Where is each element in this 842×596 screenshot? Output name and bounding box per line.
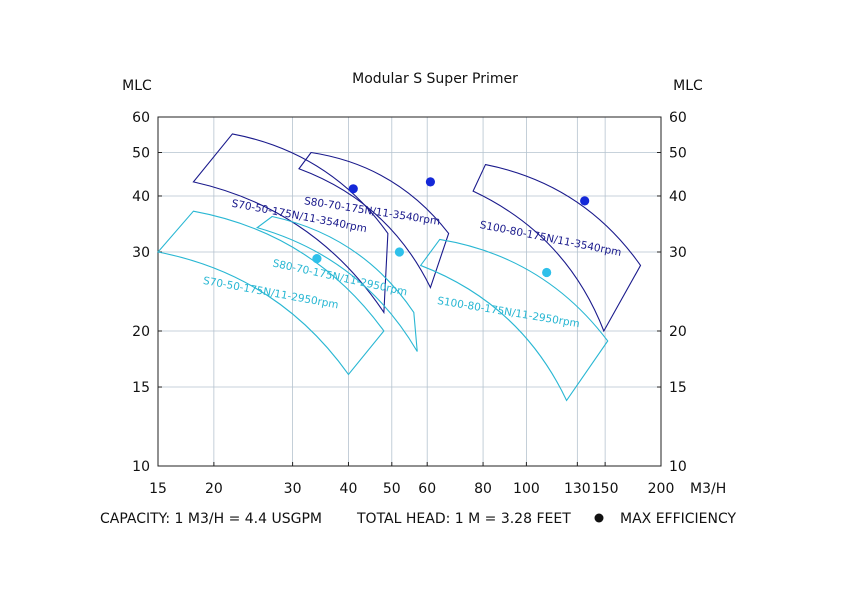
y-tick-label-left: 30 [132, 245, 150, 261]
y-tick-label-right: 40 [669, 189, 687, 205]
y-tick-label-right: 50 [669, 146, 687, 162]
x-tick-label: 100 [513, 481, 540, 497]
max-efficiency-point [348, 184, 358, 194]
x-axis-label: M3/H [690, 481, 726, 497]
y-axis-label-left: MLC [122, 78, 152, 94]
max-efficiency-legend-marker [594, 513, 604, 523]
x-tick-label: 200 [648, 481, 675, 497]
y-tick-label-left: 20 [132, 324, 150, 340]
series-label: S100-80-175N/11-2950rpm [436, 295, 580, 330]
curve-envelope [472, 163, 642, 333]
grid [158, 117, 661, 466]
y-tick-label-right: 20 [669, 324, 687, 340]
x-tick-label: 50 [383, 481, 401, 497]
footnote-max-efficiency: MAX EFFICIENCY [620, 511, 737, 527]
max-efficiency-point [542, 267, 552, 278]
y-tick-label-left: 40 [132, 189, 150, 205]
x-tick-label: 30 [284, 481, 302, 497]
max-efficiency-point [312, 254, 322, 264]
series-label: S70-50-175N/11-2950rpm [202, 275, 339, 312]
footnote-capacity: CAPACITY: 1 M3/H = 4.4 USGPM [100, 511, 322, 527]
axis-ticks: 15 20 30 40 50 60 80 100 130 150 200 10 10 15 15 20 20 30… [132, 110, 687, 497]
x-tick-label: 150 [592, 481, 619, 497]
max-efficiency-point [394, 247, 405, 257]
x-tick-label: 20 [205, 481, 223, 497]
curve-envelope [255, 215, 418, 352]
plot-frame [157, 116, 662, 467]
chart-title: Modular S Super Primer [352, 71, 518, 87]
curve-envelope [419, 238, 609, 402]
x-tick-label: 130 [564, 481, 591, 497]
x-tick-label: 60 [418, 481, 436, 497]
x-tick-label: 40 [340, 481, 358, 497]
y-tick-label-right: 30 [669, 245, 687, 261]
y-tick-label-right: 60 [669, 110, 687, 126]
y-tick-label-left: 10 [132, 459, 150, 475]
y-tick-label-left: 60 [132, 110, 150, 126]
x-tick-label: 15 [149, 481, 167, 497]
y-tick-label-left: 50 [132, 146, 150, 162]
curve-envelope [192, 133, 389, 315]
y-axis-label-right: MLC [673, 78, 703, 94]
footnote-head: TOTAL HEAD: 1 M = 3.28 FEET [356, 511, 571, 527]
max-efficiency-point [425, 177, 436, 187]
y-tick-label-left: 15 [132, 380, 150, 396]
pump-curves: S70-50-175N/11-3540rpmS80-70-175N/11-354… [156, 133, 642, 402]
x-tick-label: 80 [474, 481, 492, 497]
max-efficiency-point [580, 196, 590, 206]
curve-envelope [298, 151, 450, 289]
series-label: S100-80-175N/11-3540rpm [479, 219, 623, 259]
curve-envelope [156, 210, 385, 376]
y-tick-label-right: 15 [669, 380, 687, 396]
y-tick-label-right: 10 [669, 459, 687, 475]
